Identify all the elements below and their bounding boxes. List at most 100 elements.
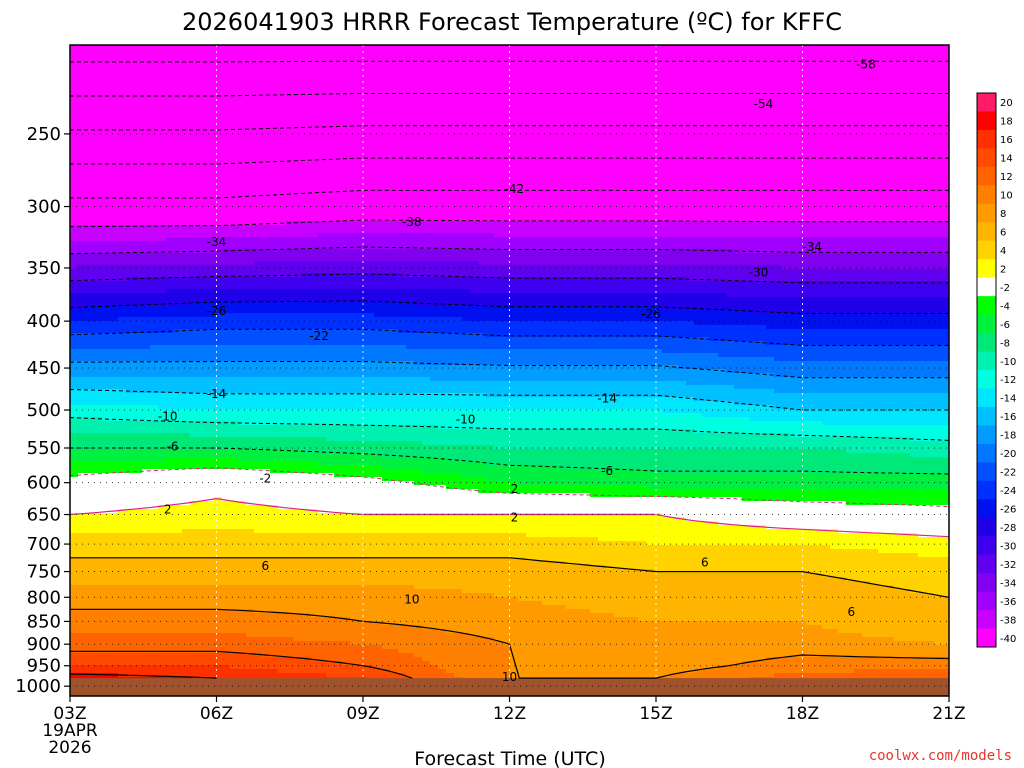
field-cell: [406, 133, 415, 138]
field-cell: [614, 161, 623, 166]
field-cell: [646, 97, 655, 102]
field-cell: [86, 177, 95, 182]
field-cell: [902, 81, 911, 86]
field-cell: [566, 85, 575, 90]
field-cell: [462, 209, 471, 214]
field-cell: [926, 169, 935, 174]
field-cell: [190, 181, 199, 186]
field-cell: [718, 153, 727, 158]
field-cell: [390, 89, 399, 94]
field-cell: [606, 105, 615, 110]
field-cell: [742, 185, 751, 190]
field-cell: [550, 161, 559, 166]
field-cell: [494, 133, 503, 138]
field-cell: [126, 113, 135, 118]
field-cell: [102, 141, 111, 146]
field-cell: [798, 113, 807, 118]
field-cell: [822, 109, 831, 114]
field-cell: [678, 57, 687, 62]
field-cell: [326, 185, 335, 190]
field-cell: [774, 193, 783, 198]
field-cell: [854, 153, 863, 158]
field-cell: [246, 141, 255, 146]
field-cell: [758, 129, 767, 134]
field-cell: [846, 129, 855, 134]
field-cell: [710, 157, 719, 162]
field-cell: [350, 149, 359, 154]
field-cell: [614, 109, 623, 114]
field-cell: [470, 149, 479, 154]
field-cell: [646, 141, 655, 146]
field-cell: [526, 57, 535, 62]
field-cell: [782, 81, 791, 86]
field-cell: [662, 65, 671, 70]
field-cell: [790, 165, 799, 170]
field-cell: [526, 189, 535, 194]
field-cell: [494, 197, 503, 202]
field-cell: [182, 89, 191, 94]
field-cell: [390, 73, 399, 78]
field-cell: [558, 129, 567, 134]
field-cell: [190, 221, 199, 226]
field-cell: [214, 53, 223, 58]
field-cell: [102, 105, 111, 110]
field-cell: [646, 221, 655, 226]
field-cell: [662, 85, 671, 90]
field-cell: [542, 213, 551, 218]
field-cell: [486, 129, 495, 134]
field-cell: [558, 53, 567, 58]
field-cell: [702, 197, 711, 202]
field-cell: [654, 201, 663, 206]
field-cell: [558, 117, 567, 122]
field-cell: [766, 85, 775, 90]
field-cell: [654, 165, 663, 170]
field-cell: [894, 177, 903, 182]
field-cell: [326, 133, 335, 138]
field-cell: [670, 217, 679, 222]
field-cell: [470, 85, 479, 90]
field-cell: [694, 61, 703, 66]
field-cell: [438, 129, 447, 134]
field-cell: [886, 109, 895, 114]
field-cell: [582, 173, 591, 178]
field-cell: [110, 181, 119, 186]
field-cell: [158, 221, 167, 226]
field-cell: [582, 109, 591, 114]
field-cell: [886, 69, 895, 74]
field-cell: [766, 53, 775, 58]
field-cell: [150, 53, 159, 58]
field-cell: [870, 205, 879, 210]
field-cell: [86, 81, 95, 86]
field-cell: [310, 85, 319, 90]
field-cell: [894, 129, 903, 134]
field-cell: [510, 141, 519, 146]
field-cell: [710, 69, 719, 74]
field-cell: [726, 137, 735, 142]
field-cell: [758, 89, 767, 94]
field-cell: [558, 209, 567, 214]
field-cell: [182, 45, 191, 50]
field-cell: [630, 209, 639, 214]
field-cell: [86, 89, 95, 94]
field-cell: [662, 89, 671, 94]
field-cell: [942, 141, 949, 146]
field-cell: [238, 93, 247, 98]
field-cell: [886, 53, 895, 58]
field-cell: [758, 213, 767, 218]
field-cell: [302, 53, 311, 58]
field-cell: [190, 149, 199, 154]
field-cell: [814, 129, 823, 134]
field-cell: [398, 169, 407, 174]
field-cell: [902, 97, 911, 102]
field-cell: [918, 157, 927, 162]
field-cell: [718, 161, 727, 166]
field-cell: [86, 153, 95, 158]
field-cell: [862, 185, 871, 190]
field-cell: [838, 165, 847, 170]
field-cell: [198, 157, 207, 162]
field-cell: [910, 153, 919, 158]
field-cell: [774, 77, 783, 82]
field-cell: [766, 81, 775, 86]
field-cell: [894, 193, 903, 198]
field-cell: [798, 141, 807, 146]
